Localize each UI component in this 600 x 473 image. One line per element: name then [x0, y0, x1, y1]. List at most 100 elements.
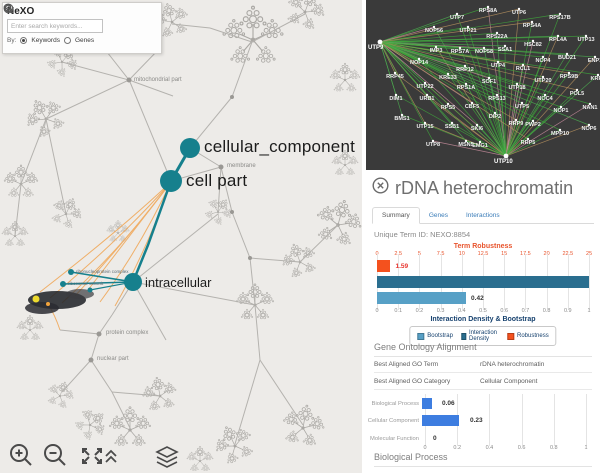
gene-node-NOP56[interactable]: NOP56	[424, 28, 444, 34]
gene-node-POL5[interactable]: POL5	[569, 91, 585, 97]
gene-node-NOP6[interactable]: NOP6	[581, 126, 597, 132]
tab-genes[interactable]: Genes	[428, 212, 448, 219]
term-label-ribosomal-subunit[interactable]: ribosomal subunit	[68, 281, 104, 286]
gene-node-RPS1A[interactable]: RPS1A	[456, 85, 476, 91]
ontology-tree-decoration	[2, 0, 362, 471]
gene-node-CBF5[interactable]: CBF5	[464, 104, 480, 110]
gene-node-RPL4A[interactable]: RPL4A	[548, 37, 568, 43]
gene-node-UTP6[interactable]: UTP6	[511, 10, 527, 16]
gene-node-EMG1[interactable]: EMG1	[472, 143, 488, 149]
term-details-panel: rDNA heterochromatin Summary Genes Inter…	[366, 170, 600, 473]
gene-node-RRP45[interactable]: RRP45	[386, 74, 404, 80]
gene-node-NAN1[interactable]: NAN1	[582, 105, 598, 111]
gene-hub-UTP10[interactable]: UTP10	[494, 159, 513, 165]
tab-interactions[interactable]: Interactions	[465, 212, 500, 219]
gene-node-RPS13[interactable]: RPS13	[488, 96, 506, 102]
gene-node-UTP7[interactable]: UTP7	[449, 15, 465, 21]
gene-node-MPP10[interactable]: MPP10	[550, 131, 570, 137]
go-bar-bp	[422, 398, 432, 409]
gene-node-SKI6[interactable]: SKI6	[470, 126, 484, 132]
gene-node-DIM1[interactable]: DIM1	[389, 96, 403, 102]
gene-node-PWP2[interactable]: PWP2	[525, 122, 541, 128]
gene-node-RRP5[interactable]: RRP5	[520, 140, 536, 146]
gene-node-UTP4[interactable]: UTP4	[490, 63, 506, 69]
fit-screen-icon[interactable]	[82, 448, 102, 464]
gene-network-panel[interactable]: RPS8A UTP7 UTP6 RPS17B NOP56 UTP21 RPS4A RPS22A…	[366, 0, 600, 170]
gene-node-NOP1[interactable]: NOP1	[553, 108, 569, 114]
term-node-cellular-component	[180, 138, 200, 158]
go-alignment-heading: Gene Ontology Alignment	[374, 342, 592, 357]
term-label-membrane[interactable]: membrane	[227, 163, 256, 169]
gene-node-NOC4[interactable]: NOC4	[537, 96, 553, 102]
term-node-cell-part	[160, 170, 182, 192]
collapse-icon[interactable]	[3, 5, 158, 32]
gene-node-RPS7A[interactable]: RPS7A	[450, 49, 470, 55]
gene-node-IMP3[interactable]: IMP3	[429, 48, 443, 54]
gene-node-RPS4A[interactable]: RPS4A	[522, 23, 542, 29]
term-label-protein-complex[interactable]: protein complex	[106, 330, 149, 336]
gene-node-RCL1[interactable]: RCL1	[515, 66, 531, 72]
gene-node-RPS8A[interactable]: RPS8A	[478, 8, 498, 14]
layers-icon[interactable]	[155, 446, 179, 468]
zoom-in-icon[interactable]	[10, 444, 32, 466]
gene-node-RPS22A[interactable]: RPS22A	[486, 34, 508, 40]
gene-node-SOF1[interactable]: SOF1	[481, 79, 497, 85]
go-cat-cc: Cellular Component	[367, 417, 419, 424]
gene-node-UTP13[interactable]: UTP13	[577, 37, 595, 43]
zoom-out-icon[interactable]	[44, 444, 66, 466]
gene-node-SSA1[interactable]: SSA1	[497, 47, 513, 53]
gene-node-BUD21[interactable]: BUD21	[557, 55, 577, 61]
gene-node-NOP4[interactable]: NOP4	[535, 58, 551, 64]
gene-node-RPS9B[interactable]: RPS9B	[559, 74, 579, 80]
gene-node-ENP1[interactable]: ENP1	[587, 58, 600, 64]
ontology-canvas[interactable]: cellular_component cell part intracellul…	[0, 0, 362, 473]
gene-node-DIP2[interactable]: DIP2	[488, 114, 502, 120]
gene-network-dots	[377, 5, 600, 159]
gene-node-BMS1[interactable]: BMS1	[394, 116, 410, 122]
radio-genes-label[interactable]: Genes	[74, 37, 95, 44]
gene-node-RRP9[interactable]: RRP9	[508, 121, 524, 127]
goa-row-term: Best Aligned GO Term rDNA heterochromatin	[374, 356, 592, 373]
ontology-tree-svg	[0, 0, 362, 473]
term-label-cell-part[interactable]: cell part	[186, 171, 248, 190]
gene-node-UTP15[interactable]: UTP15	[416, 124, 434, 130]
unique-term-id: Unique Term ID: NEXO:8854	[374, 230, 471, 239]
search-icon[interactable]	[3, 3, 117, 32]
gene-node-UTP5[interactable]: UTP5	[514, 104, 530, 110]
reset-icon[interactable]	[4, 3, 131, 32]
interaction-density-bar	[377, 276, 589, 288]
gene-node-UTP20[interactable]: UTP20	[534, 78, 552, 84]
gene-node-UTP22[interactable]: UTP22	[416, 84, 434, 90]
radio-genes[interactable]	[63, 37, 71, 44]
gene-node-RPS17B[interactable]: RPS17B	[549, 15, 571, 21]
gene-node-UTP8[interactable]: UTP8	[425, 142, 441, 148]
gene-node-NOP58[interactable]: NOP58	[474, 49, 494, 55]
help-icon[interactable]: ?	[3, 3, 144, 32]
gene-node-UTP21[interactable]: UTP21	[459, 28, 477, 34]
gene-node-KRE33[interactable]: KRE33	[439, 75, 457, 81]
radio-keywords-label[interactable]: Keywords	[31, 37, 60, 44]
gene-node-HSC82[interactable]: HSC82	[524, 42, 542, 48]
legend-robustness-swatch	[507, 332, 515, 340]
search-input[interactable]	[7, 19, 103, 33]
bootstrap-bar	[377, 292, 467, 304]
term-label-cellular-component[interactable]: cellular_component	[204, 137, 356, 156]
gene-node-URB1[interactable]: URB1	[419, 96, 435, 102]
gene-node-SSB1[interactable]: SSB1	[444, 124, 460, 130]
radio-keywords[interactable]	[20, 37, 28, 44]
term-label-nuclear-part[interactable]: nuclear part	[97, 356, 129, 362]
gene-node-NOP14[interactable]: NOP14	[409, 60, 429, 66]
tab-summary[interactable]: Summary	[372, 207, 420, 224]
gene-node-RRP12[interactable]: RRP12	[456, 67, 474, 73]
go-cat-mf: Molecular Function	[370, 435, 419, 442]
gene-node-KRR1[interactable]: KRR1	[590, 76, 600, 82]
term-label-mitochondrial-part[interactable]: mitochondrial part	[134, 77, 182, 83]
collapse-all-icon[interactable]	[105, 449, 117, 463]
gene-node-UTP18[interactable]: UTP18	[508, 85, 526, 91]
close-icon[interactable]	[372, 177, 389, 199]
term-label-intracellular[interactable]: intracellular	[145, 275, 212, 290]
gene-node-MSN5[interactable]: MSN5	[458, 142, 474, 148]
gene-node-RPS5[interactable]: RPS5	[440, 105, 456, 111]
term-label-ribonucleoprotein-complex[interactable]: ribonucleoprotein complex	[76, 269, 129, 274]
gene-hub-UTP9[interactable]: UTP9	[368, 45, 384, 51]
